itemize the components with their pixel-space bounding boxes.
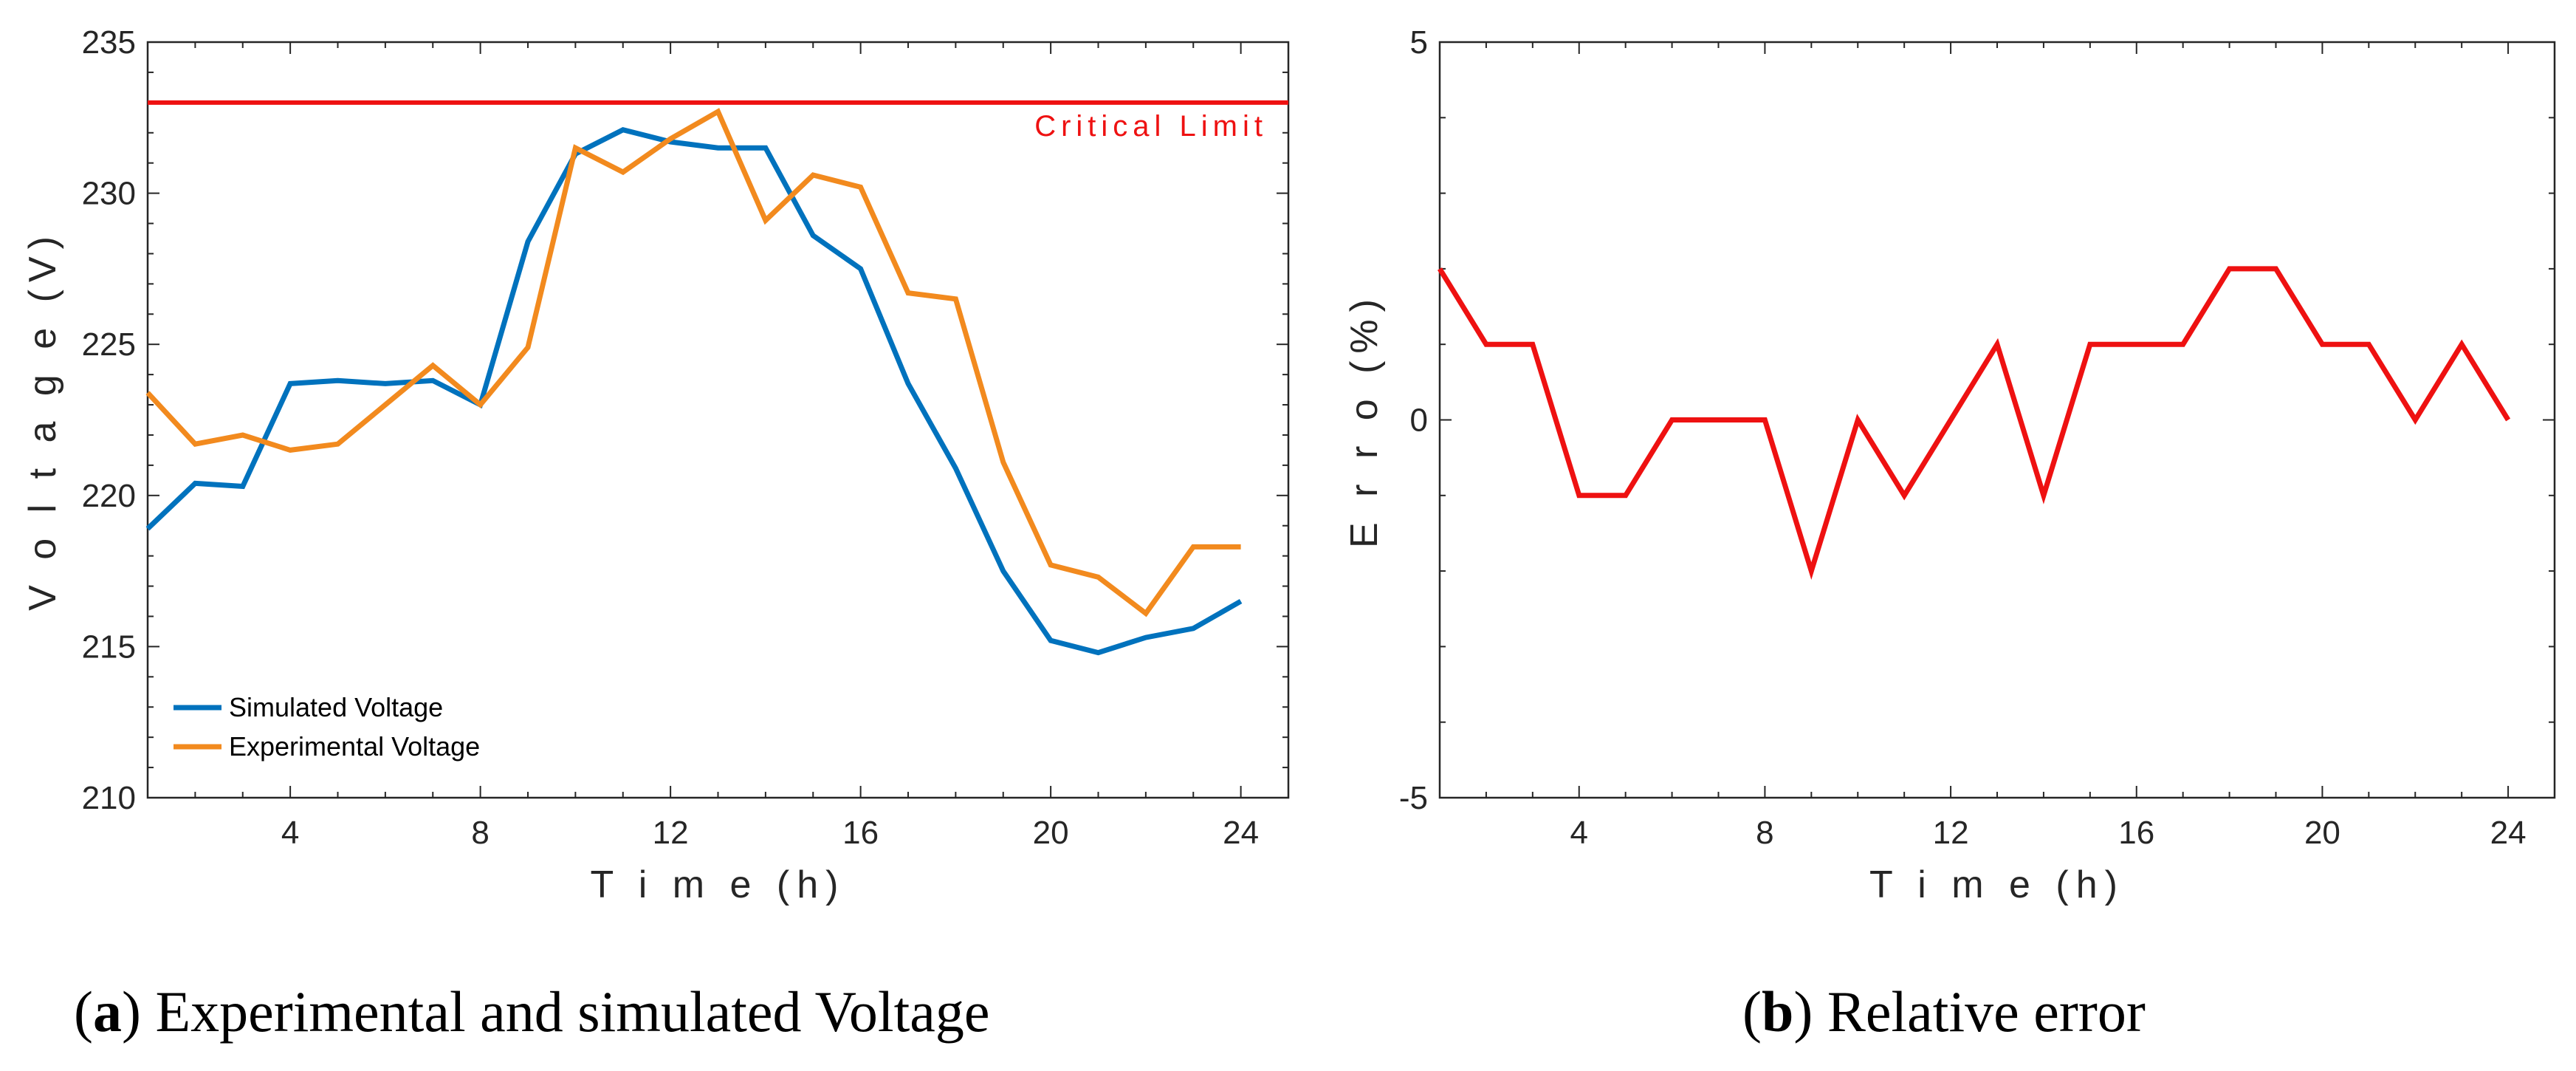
error-axis-ticks: 4 8 12 16 20 24 -5 0 5 [1399, 24, 2555, 851]
series-line-relative-error [1438, 266, 2511, 581]
x-tick-label: 8 [471, 815, 489, 851]
x-tick-label: 8 [1756, 815, 1773, 851]
voltage-plot-frame [146, 41, 1290, 799]
caption-b: (b) Relative error [1742, 979, 2146, 1044]
error-series-lines [1438, 266, 2511, 581]
error-y-axis-label: E r r o (%) [1343, 292, 1386, 548]
caption-b-letter: b [1761, 979, 1794, 1044]
x-tick-label: 20 [2304, 815, 2340, 851]
x-tick-label: 20 [1033, 815, 1069, 851]
caption-a-letter: a [92, 979, 122, 1044]
series-line-simulated-voltage [145, 126, 1243, 656]
x-tick-label: 24 [1223, 815, 1259, 851]
voltage-y-axis-label: V o l t a g e (V) [21, 229, 64, 611]
y-tick-label: 235 [82, 24, 136, 61]
x-tick-label: 4 [281, 815, 299, 851]
caption-a-text: Experimental and simulated Voltage [140, 979, 990, 1044]
x-tick-label: 12 [653, 815, 689, 851]
y-tick-label: 225 [82, 326, 136, 363]
voltage-legend: Simulated Voltage Experimental Voltage [174, 692, 480, 762]
voltage-x-axis-label: T i m e (h) [591, 863, 846, 906]
y-tick-label: 230 [82, 176, 136, 212]
y-tick-label: 5 [1410, 24, 1428, 61]
voltage-axis-ticks: 4 8 12 16 20 24 210 215 220 225 230 235 [82, 24, 1289, 851]
legend-label-experimental: Experimental Voltage [229, 731, 480, 762]
caption-b-text: Relative error [1813, 979, 2146, 1044]
y-tick-label: 215 [82, 629, 136, 665]
x-tick-label: 16 [2118, 815, 2154, 851]
caption-a: (a) Experimental and simulated Voltage [74, 979, 990, 1044]
voltage-chart: 4 8 12 16 20 24 210 215 220 225 230 235 Critical Li… [21, 24, 1290, 906]
y-tick-label: 0 [1410, 403, 1428, 439]
x-tick-label: 16 [842, 815, 879, 851]
x-tick-label: 12 [1933, 815, 1969, 851]
y-tick-label: 220 [82, 478, 136, 514]
x-tick-label: 24 [2490, 815, 2527, 851]
error-chart: 4 8 12 16 20 24 -5 0 5 T i m e (h) E r r o (%) [1343, 24, 2556, 906]
y-tick-label: -5 [1399, 780, 1428, 816]
error-x-axis-label: T i m e (h) [1869, 863, 2125, 906]
legend-label-simulated: Simulated Voltage [229, 692, 443, 722]
series-line-experimental-voltage [145, 108, 1241, 617]
critical-limit-label: Critical Limit [1034, 110, 1268, 143]
error-plot-frame [1438, 41, 2556, 799]
x-tick-label: 4 [1570, 815, 1588, 851]
voltage-series-lines [145, 100, 1288, 656]
y-tick-label: 210 [82, 780, 136, 816]
